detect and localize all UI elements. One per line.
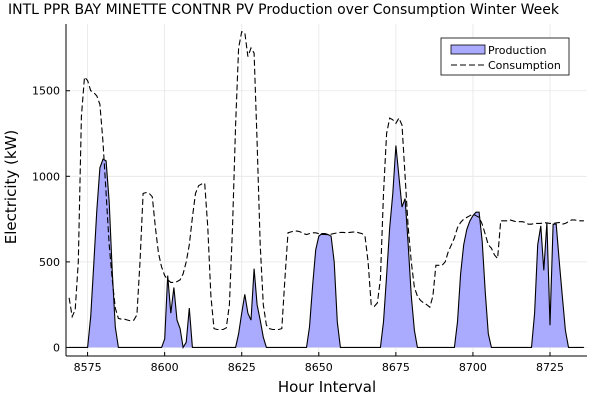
y-axis-label: Electricity (kW) bbox=[2, 130, 20, 245]
x-axis-label: Hour Interval bbox=[278, 378, 376, 396]
x-tick-label: 8675 bbox=[382, 361, 410, 374]
y-tick-label: 1500 bbox=[32, 85, 60, 98]
legend-consumption-label: Consumption bbox=[488, 59, 561, 72]
legend-box bbox=[440, 37, 570, 76]
legend: Production Consumption bbox=[440, 37, 570, 76]
production-area bbox=[69, 145, 584, 348]
legend-production-swatch bbox=[450, 44, 486, 55]
production-line bbox=[69, 145, 584, 349]
x-tick-label: 8625 bbox=[228, 361, 256, 374]
x-tick-label: 8600 bbox=[151, 361, 179, 374]
x-tick-label: 8700 bbox=[459, 361, 487, 374]
x-tick-label: 8725 bbox=[536, 361, 564, 374]
consumption-line bbox=[68, 31, 584, 331]
x-tick-label: 8575 bbox=[74, 361, 102, 374]
x-tick-label: 8650 bbox=[305, 361, 333, 374]
axes: 8575 8600 8625 8650 8675 8700 8725 0 500 1000 1500 bbox=[32, 24, 587, 374]
y-tick-label: 0 bbox=[53, 341, 60, 354]
plot-area bbox=[68, 31, 584, 349]
chart-title: INTL PPR BAY MINETTE CONTNR PV Productio… bbox=[8, 2, 560, 18]
y-tick-label: 500 bbox=[39, 256, 60, 269]
legend-production-label: Production bbox=[488, 44, 547, 57]
y-tick-label: 1000 bbox=[32, 170, 60, 183]
